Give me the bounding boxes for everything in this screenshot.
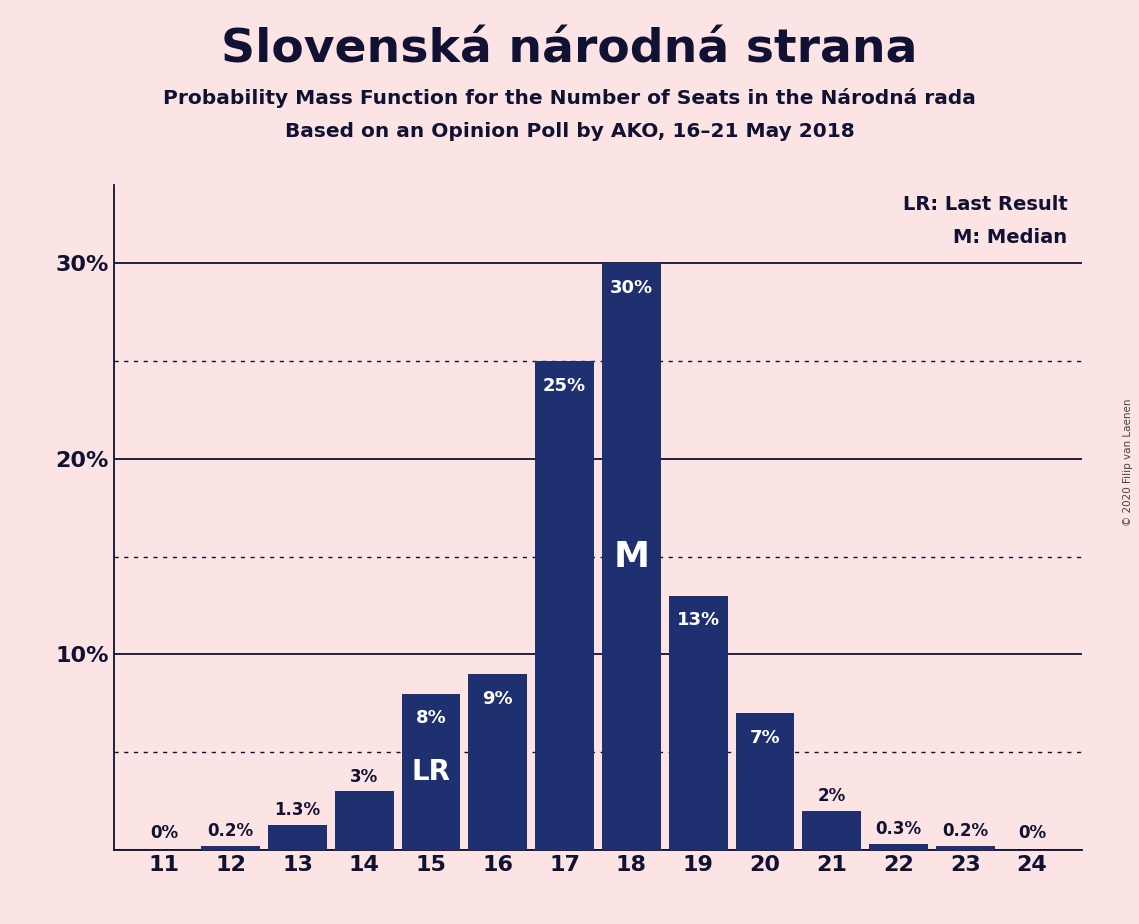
Text: 13%: 13% xyxy=(677,612,720,629)
Bar xyxy=(936,846,994,850)
Text: © 2020 Filip van Laenen: © 2020 Filip van Laenen xyxy=(1123,398,1133,526)
Text: Slovenská národná strana: Slovenská národná strana xyxy=(221,28,918,73)
Text: 0.2%: 0.2% xyxy=(942,822,989,840)
Bar xyxy=(603,263,661,850)
Text: 0.2%: 0.2% xyxy=(207,822,254,840)
Text: 0%: 0% xyxy=(1018,824,1046,843)
Text: 30%: 30% xyxy=(609,279,653,297)
Text: 1.3%: 1.3% xyxy=(274,801,320,819)
Bar xyxy=(202,846,260,850)
Text: 0%: 0% xyxy=(150,824,178,843)
Text: LR: LR xyxy=(411,758,451,785)
Bar xyxy=(535,361,593,850)
Text: M: M xyxy=(614,540,649,574)
Bar xyxy=(869,845,928,850)
Text: LR: Last Result: LR: Last Result xyxy=(903,195,1067,213)
Bar xyxy=(268,824,327,850)
Text: Based on an Opinion Poll by AKO, 16–21 May 2018: Based on an Opinion Poll by AKO, 16–21 M… xyxy=(285,122,854,141)
Bar xyxy=(802,811,861,850)
Text: 9%: 9% xyxy=(483,689,514,708)
Bar xyxy=(669,596,728,850)
Text: M: Median: M: Median xyxy=(953,228,1067,247)
Bar xyxy=(736,713,794,850)
Text: 0.3%: 0.3% xyxy=(876,821,921,838)
Bar xyxy=(468,674,527,850)
Text: 2%: 2% xyxy=(818,787,846,805)
Text: 3%: 3% xyxy=(350,768,378,785)
Text: 7%: 7% xyxy=(749,729,780,747)
Text: 8%: 8% xyxy=(416,710,446,727)
Text: 25%: 25% xyxy=(543,377,587,395)
Bar xyxy=(402,694,460,850)
Text: Probability Mass Function for the Number of Seats in the Národná rada: Probability Mass Function for the Number… xyxy=(163,88,976,108)
Bar xyxy=(335,791,394,850)
